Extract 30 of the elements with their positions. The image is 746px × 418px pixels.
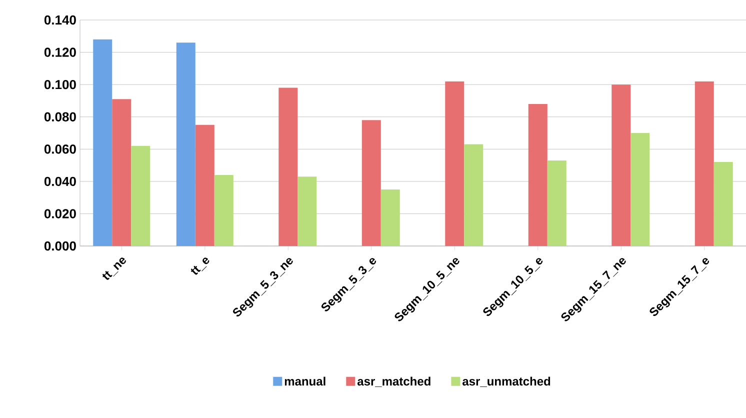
bar	[694, 81, 714, 246]
legend-label: asr_matched	[357, 376, 430, 387]
x-tick-label: tt_e	[190, 258, 210, 275]
bar	[278, 88, 298, 246]
bar	[298, 176, 317, 246]
bar	[195, 124, 214, 246]
bar	[362, 120, 381, 246]
bar	[380, 190, 400, 246]
bar	[630, 133, 650, 246]
bar	[112, 99, 132, 246]
bar	[528, 104, 548, 246]
bar	[612, 84, 631, 246]
y-tick-label: 0.000	[44, 241, 76, 251]
legend-label: asr_unmatched	[462, 376, 550, 387]
y-tick-label: 0.120	[44, 48, 76, 57]
bar	[176, 42, 196, 246]
y-tick-label: 0.060	[44, 144, 76, 154]
legend-label: manual	[284, 376, 326, 386]
bar	[547, 160, 566, 246]
bar	[464, 144, 484, 246]
y-tick-label: 0.040	[44, 176, 76, 186]
bar	[214, 174, 234, 246]
y-tick-label: 0.100	[44, 80, 76, 90]
bar	[445, 81, 464, 246]
y-tick-label: 0.020	[44, 209, 76, 218]
y-tick-label: 0.080	[44, 112, 76, 122]
bar	[93, 39, 112, 246]
bar	[131, 146, 150, 246]
y-tick-label: 0.140	[44, 15, 76, 25]
bar	[714, 162, 733, 246]
